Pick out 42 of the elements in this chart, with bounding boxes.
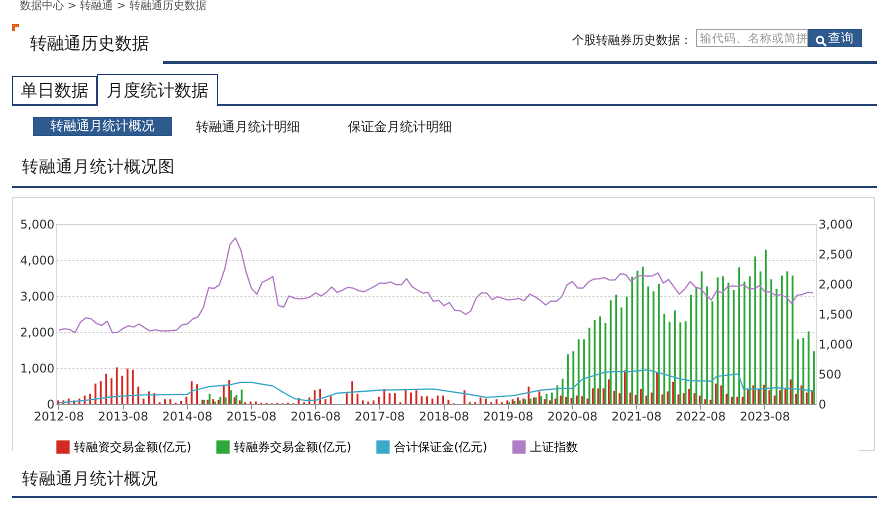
text: 转融通月统计明细 (196, 119, 300, 136)
y-tick-label: 1,000 (20, 362, 54, 376)
y-tick-label: 0 (46, 398, 54, 412)
y2-tick-label: 2,500 (818, 248, 853, 262)
text: 保证金月统计明细 (348, 119, 452, 136)
x-tick-label: 2020-08 (547, 410, 598, 424)
y2-tick-label: 2,000 (818, 278, 853, 292)
text: 转融通月统计概况 (33, 117, 172, 136)
text: 单日数据 (12, 76, 97, 105)
y2-tick-label: 3,000 (818, 218, 853, 232)
x-tick-label: 2021-08 (611, 410, 662, 424)
y-tick-label: 3,000 (20, 290, 54, 304)
y2-tick-label: 1,000 (818, 338, 853, 352)
legend-label: 上证指数 (530, 440, 578, 454)
legend-label: 转融资交易金额(亿元) (74, 440, 192, 454)
x-tick-label: 2016-08 (290, 410, 341, 424)
text: 查询 (808, 29, 862, 47)
text: 个股转融券历史数据： (572, 32, 692, 49)
line-series (58, 369, 814, 404)
x-tick-label: 2018-08 (418, 410, 470, 424)
y-tick-label: 4,000 (20, 254, 54, 268)
x-tick-label: 2015-08 (226, 410, 277, 424)
text: 月度统计数据 (97, 74, 218, 106)
y2-tick-label: 1,500 (818, 308, 853, 322)
legend-label: 合计保证金(亿元) (394, 440, 488, 454)
y-tick-label: 5,000 (20, 218, 54, 232)
x-tick-label: 2017-08 (354, 410, 405, 424)
legend-label: 转融券交易金额(亿元) (234, 440, 352, 454)
text: 转融通历史数据 (30, 33, 149, 55)
text: 数据中心 > 转融通 > 转融通历史数据 (20, 0, 206, 13)
line-series (58, 237, 814, 334)
x-tick-label: 2012-08 (34, 410, 84, 424)
y2-tick-label: 500 (818, 368, 842, 382)
x-tick-label: 2013-08 (98, 410, 148, 424)
x-tick-label: 2014-08 (162, 410, 212, 424)
x-tick-label: 2022-08 (676, 410, 726, 424)
x-tick-label: 2023-08 (740, 410, 790, 424)
x-tick-label: 2019-08 (483, 410, 534, 424)
y2-tick-label: 0 (818, 398, 826, 412)
chart-title: 转融通月统计概况图 (22, 156, 175, 178)
y-tick-label: 2,000 (20, 326, 54, 340)
text: 转融通月统计概况 (22, 468, 158, 490)
